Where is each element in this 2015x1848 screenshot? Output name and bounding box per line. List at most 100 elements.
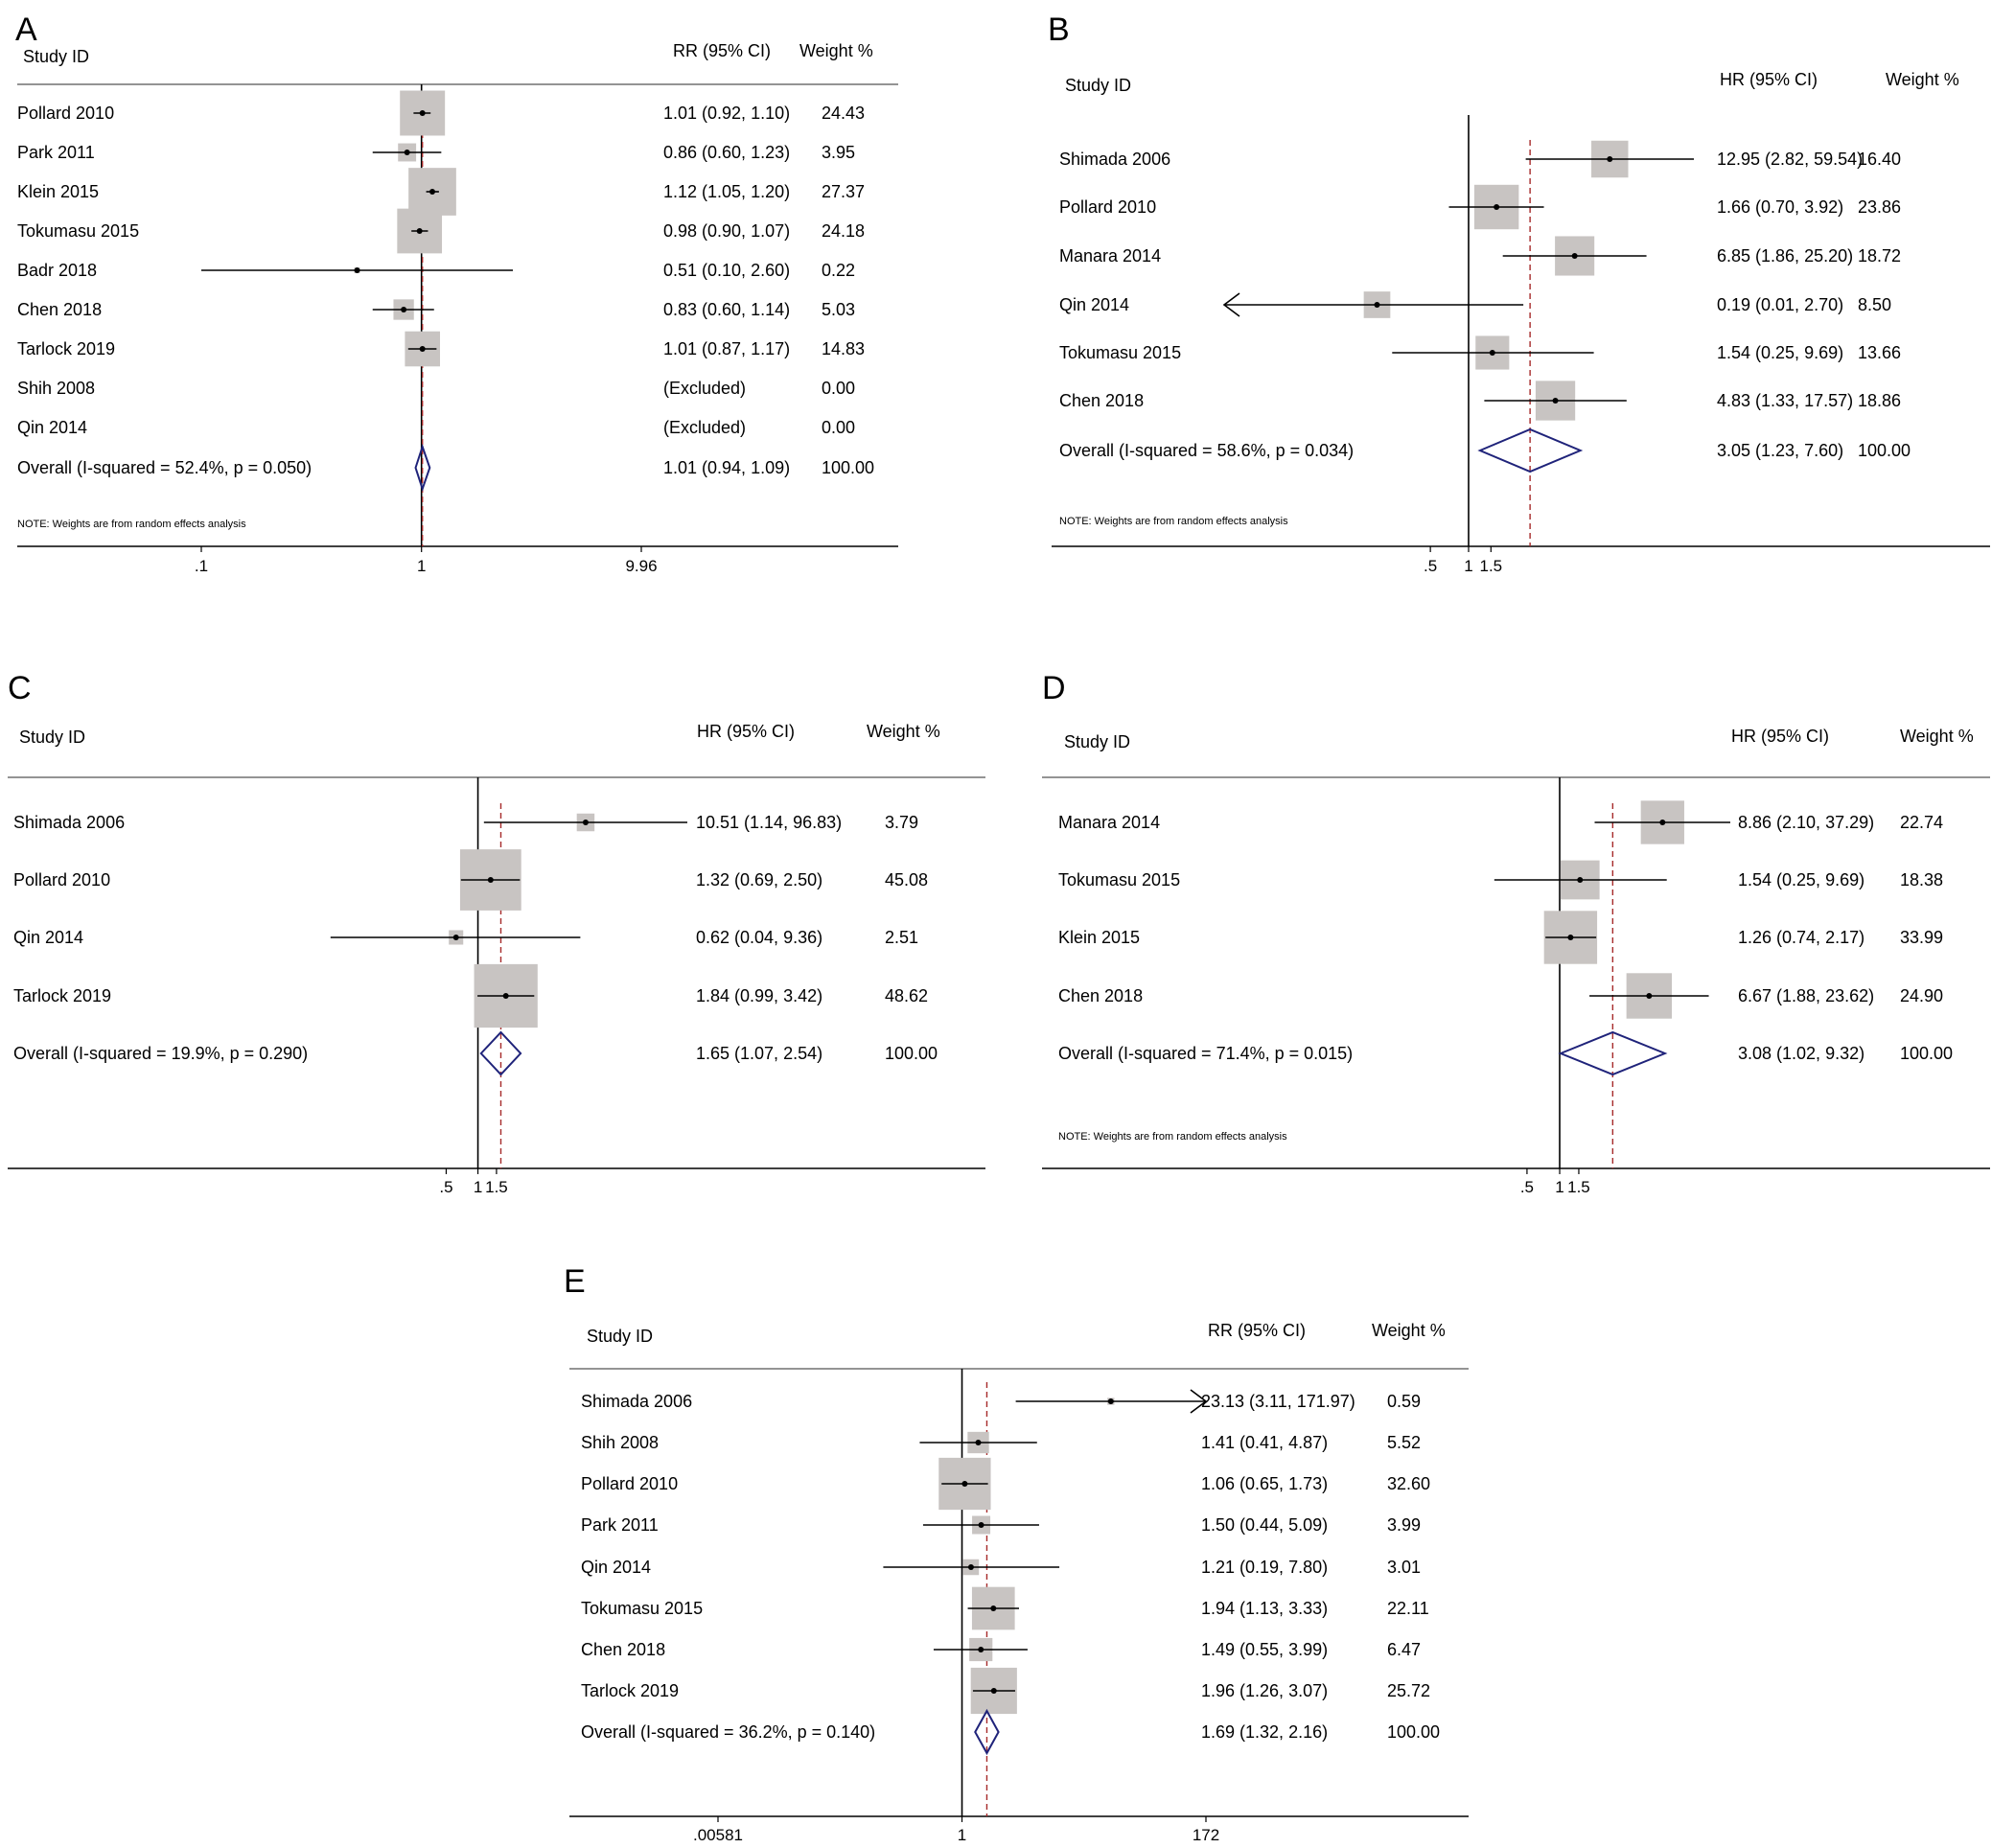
point-estimate (452, 935, 459, 940)
overall-label: Overall (I-squared = 71.4%, p = 0.015) (1058, 1044, 1353, 1063)
point-estimate (1571, 253, 1578, 259)
effect-header: HR (95% CI) (1731, 727, 1829, 746)
overall-effect-text: 1.01 (0.94, 1.09) (663, 458, 790, 477)
effect-text: 10.51 (1.14, 96.83) (696, 813, 842, 832)
overall-weight-text: 100.00 (1900, 1044, 1953, 1063)
overall-label: Overall (I-squared = 58.6%, p = 0.034) (1059, 441, 1354, 460)
overall-label: Overall (I-squared = 36.2%, p = 0.140) (581, 1722, 875, 1742)
study-label: Park 2011 (17, 143, 95, 162)
point-estimate (354, 267, 360, 273)
study-label: Pollard 2010 (17, 104, 114, 123)
weight-text: 24.18 (822, 221, 865, 241)
study-label: Chen 2018 (581, 1640, 665, 1659)
effect-text: 12.95 (2.82, 59.54) (1717, 150, 1863, 169)
panel-label: C (8, 670, 32, 706)
overall-label: Overall (I-squared = 19.9%, p = 0.290) (13, 1044, 308, 1063)
study-label: Pollard 2010 (1059, 197, 1156, 217)
overall-diamond (974, 1708, 1000, 1756)
study-label: Shimada 2006 (1059, 150, 1170, 169)
x-tick-label: 1 (474, 1178, 482, 1196)
study-label: Shih 2008 (17, 379, 95, 398)
weight-text: 0.22 (822, 261, 855, 280)
x-tick-label: .5 (1520, 1178, 1534, 1196)
point-estimate (582, 820, 589, 825)
effect-text: 1.66 (0.70, 3.92) (1717, 197, 1843, 217)
weight-text: 18.38 (1900, 870, 1943, 889)
point-estimate (1552, 398, 1559, 404)
x-tick-label: 172 (1193, 1826, 1219, 1844)
panel-e: E Study ID RR (95% CI) Weight % .00581 1 172 Sh… (564, 1263, 1469, 1844)
study-header: Study ID (19, 728, 85, 747)
weight-text: 22.11 (1387, 1599, 1429, 1618)
effect-text: 1.06 (0.65, 1.73) (1201, 1474, 1328, 1493)
point-estimate (1374, 302, 1380, 308)
weight-header: Weight % (1372, 1321, 1446, 1340)
point-estimate (967, 1564, 974, 1570)
panel-label: A (15, 12, 37, 48)
study-label: Chen 2018 (1058, 986, 1143, 1005)
point-estimate (990, 1688, 997, 1694)
effect-header: HR (95% CI) (1720, 70, 1818, 89)
study-header: Study ID (587, 1327, 653, 1346)
study-label: Klein 2015 (17, 182, 99, 201)
study-label: Badr 2018 (17, 261, 97, 280)
study-label: Tokumasu 2015 (581, 1599, 703, 1618)
study-label: Tokumasu 2015 (1058, 870, 1180, 889)
overall-diamond (479, 1030, 522, 1076)
weight-text: 14.83 (822, 339, 865, 358)
panel-label: B (1048, 12, 1070, 48)
overall-effect-text: 3.05 (1.23, 7.60) (1717, 441, 1843, 460)
effect-text: (Excluded) (663, 379, 746, 398)
weight-text: 22.74 (1900, 813, 1943, 832)
effect-text: 0.83 (0.60, 1.14) (663, 300, 790, 319)
weight-header: Weight % (1886, 70, 1959, 89)
point-estimate (487, 877, 494, 883)
study-label: Tarlock 2019 (17, 339, 115, 358)
overall-effect-text: 1.69 (1.32, 2.16) (1201, 1722, 1328, 1742)
effect-text: 0.19 (0.01, 2.70) (1717, 295, 1843, 314)
x-tick-label: 1.5 (1479, 557, 1502, 575)
weight-text: 24.43 (822, 104, 865, 123)
study-label: Manara 2014 (1059, 246, 1161, 266)
effect-text: 1.54 (0.25, 9.69) (1717, 343, 1843, 362)
effect-text: 1.12 (1.05, 1.20) (663, 182, 790, 201)
study-label: Shimada 2006 (13, 813, 125, 832)
weight-text: 25.72 (1387, 1681, 1430, 1700)
effect-text: 1.01 (0.92, 1.10) (663, 104, 790, 123)
effect-text: 23.13 (3.11, 171.97) (1201, 1392, 1355, 1411)
overall-effect-text: 1.65 (1.07, 2.54) (696, 1044, 822, 1063)
x-tick-label: .00581 (693, 1826, 743, 1844)
weight-text: 2.51 (885, 928, 918, 947)
effect-text: 0.98 (0.90, 1.07) (663, 221, 790, 241)
effect-text: 1.84 (0.99, 3.42) (696, 986, 822, 1005)
overall-weight-text: 100.00 (1387, 1722, 1440, 1742)
overall-effect-text: 3.08 (1.02, 9.32) (1738, 1044, 1864, 1063)
x-tick-label: .5 (1424, 557, 1437, 575)
study-label: Qin 2014 (1059, 295, 1129, 314)
weight-text: 0.00 (822, 379, 855, 398)
study-label: Tokumasu 2015 (1059, 343, 1181, 362)
point-estimate (1567, 935, 1574, 940)
effect-text: 1.94 (1.13, 3.33) (1201, 1599, 1328, 1618)
ci-arrow (1222, 292, 1240, 317)
study-header: Study ID (1065, 76, 1131, 95)
study-label: Klein 2015 (1058, 928, 1140, 947)
effect-text: 8.86 (2.10, 37.29) (1738, 813, 1874, 832)
weight-text: 6.47 (1387, 1640, 1421, 1659)
x-tick-label: 1 (1555, 1178, 1563, 1196)
weight-text: 13.66 (1858, 343, 1901, 362)
point-estimate (1494, 204, 1500, 210)
point-estimate (978, 1522, 984, 1528)
overall-weight-text: 100.00 (822, 458, 874, 477)
overall-diamond (414, 443, 431, 493)
overall-weight-text: 100.00 (1858, 441, 1911, 460)
effect-text: 6.85 (1.86, 25.20) (1717, 246, 1853, 266)
point-estimate (990, 1605, 997, 1611)
study-label: Pollard 2010 (581, 1474, 678, 1493)
study-label: Park 2011 (581, 1515, 659, 1535)
study-label: Qin 2014 (17, 418, 87, 437)
panel-b: B Study ID HR (95% CI) Weight % .5 1 1.5 Shimad… (1048, 12, 1990, 575)
point-estimate (978, 1647, 984, 1652)
